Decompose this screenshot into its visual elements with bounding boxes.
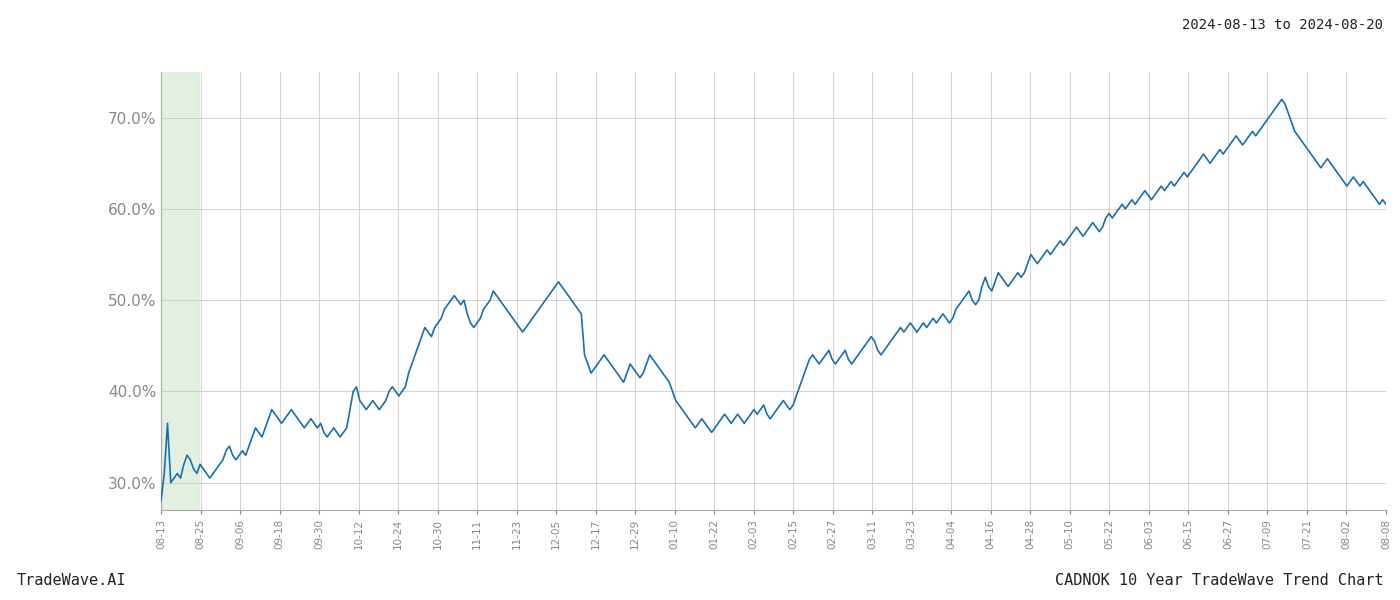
- Bar: [161, 72, 199, 510]
- Text: 2024-08-13 to 2024-08-20: 2024-08-13 to 2024-08-20: [1182, 18, 1383, 32]
- Text: CADNOK 10 Year TradeWave Trend Chart: CADNOK 10 Year TradeWave Trend Chart: [1054, 573, 1383, 588]
- Text: TradeWave.AI: TradeWave.AI: [17, 573, 126, 588]
